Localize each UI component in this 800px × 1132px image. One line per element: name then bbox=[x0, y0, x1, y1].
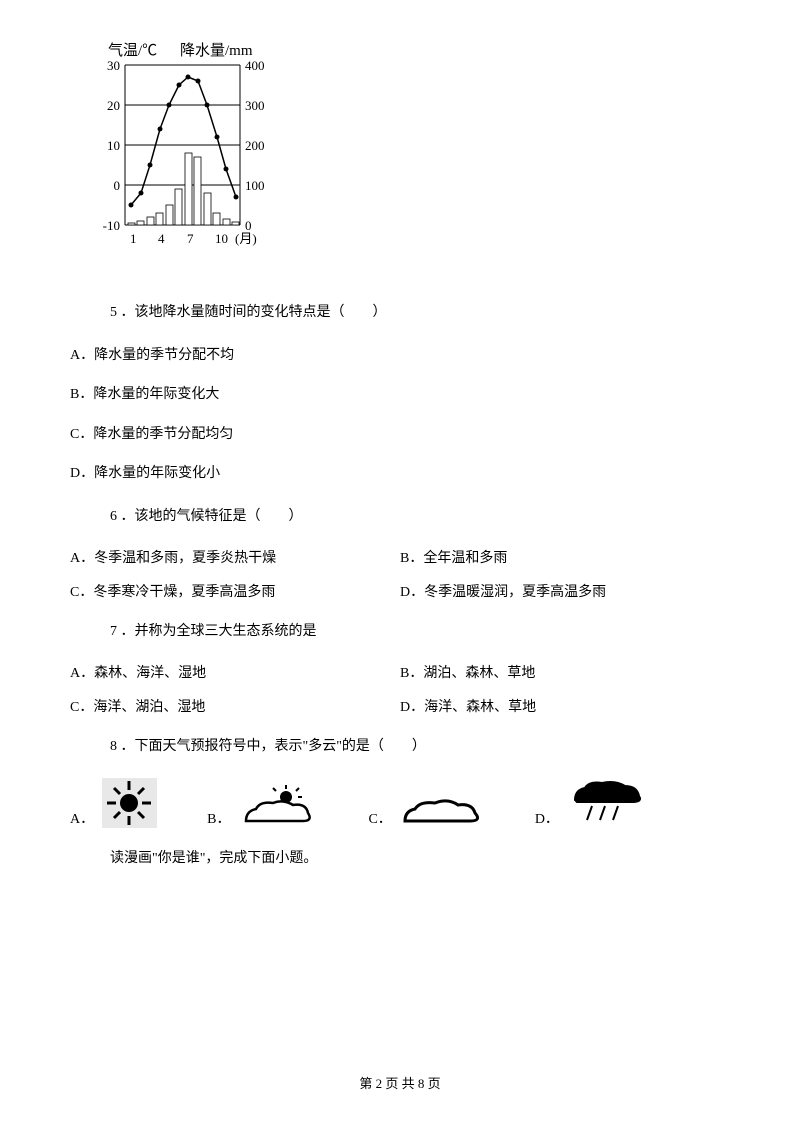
svg-text:10: 10 bbox=[215, 231, 228, 246]
partly-cloudy-icon bbox=[238, 783, 318, 828]
q8-option-c-label: C． bbox=[368, 808, 391, 828]
svg-text:1: 1 bbox=[130, 231, 137, 246]
svg-text:30: 30 bbox=[107, 58, 120, 73]
temperature-line bbox=[131, 77, 236, 205]
q6-option-a: A．冬季温和多雨，夏季炎热干燥 bbox=[70, 547, 400, 567]
svg-text:7: 7 bbox=[187, 231, 194, 246]
temperature-points bbox=[129, 75, 239, 208]
q8-option-a-label: A． bbox=[70, 808, 94, 828]
svg-text:10: 10 bbox=[107, 138, 120, 153]
cloudy-icon bbox=[400, 793, 485, 828]
question-7: 7 ．并称为全球三大生态系统的是 bbox=[110, 619, 730, 644]
left-axis-label: 气温/℃ bbox=[108, 42, 157, 59]
svg-text:0: 0 bbox=[114, 178, 121, 193]
instruction-text: 读漫画"你是谁"，完成下面小题。 bbox=[110, 846, 730, 871]
svg-text:4: 4 bbox=[158, 231, 165, 246]
q8-option-d-label: D． bbox=[535, 808, 559, 828]
question-8: 8 ．下面天气预报符号中，表示"多云"的是（ ） bbox=[110, 734, 730, 759]
rain-icon bbox=[567, 778, 647, 828]
svg-text:100: 100 bbox=[245, 178, 265, 193]
climate-chart: 气温/℃ 降水量/mm 30 20 10 0 -10 400 300 200 1… bbox=[80, 40, 730, 270]
q7-option-a: A．森林、海洋、湿地 bbox=[70, 662, 400, 682]
q6-option-b: B．全年温和多雨 bbox=[400, 547, 730, 567]
precipitation-bars bbox=[128, 153, 239, 225]
svg-text:200: 200 bbox=[245, 138, 265, 153]
svg-text:-10: -10 bbox=[103, 218, 120, 233]
svg-text:400: 400 bbox=[245, 58, 265, 73]
page-footer: 第 2 页 共 8 页 bbox=[0, 1073, 800, 1092]
question-5: 5 ．该地降水量随时间的变化特点是（ ） bbox=[110, 300, 730, 325]
q7-option-c: C．海洋、湖泊、湿地 bbox=[70, 696, 400, 716]
right-axis-label: 降水量/mm bbox=[180, 42, 253, 59]
q5-option-c: C．降水量的季节分配均匀 bbox=[70, 422, 730, 447]
q5-option-b: B．降水量的年际变化大 bbox=[70, 382, 730, 407]
q8-option-b-label: B． bbox=[207, 808, 230, 828]
q7-option-b: B．湖泊、森林、草地 bbox=[400, 662, 730, 682]
q7-option-d: D．海洋、森林、草地 bbox=[400, 696, 730, 716]
sun-icon bbox=[102, 778, 157, 828]
svg-text:(月): (月) bbox=[235, 231, 257, 246]
q5-option-a: A．降水量的季节分配不均 bbox=[70, 343, 730, 368]
q6-option-d: D．冬季温暖湿润，夏季高温多雨 bbox=[400, 581, 730, 601]
question-6: 6 ．该地的气候特征是（ ） bbox=[110, 504, 730, 529]
q6-option-c: C．冬季寒冷干燥，夏季高温多雨 bbox=[70, 581, 400, 601]
q5-option-d: D．降水量的年际变化小 bbox=[70, 461, 730, 486]
weather-options-row: A． B． bbox=[70, 778, 730, 828]
svg-text:20: 20 bbox=[107, 98, 120, 113]
svg-text:300: 300 bbox=[245, 98, 265, 113]
